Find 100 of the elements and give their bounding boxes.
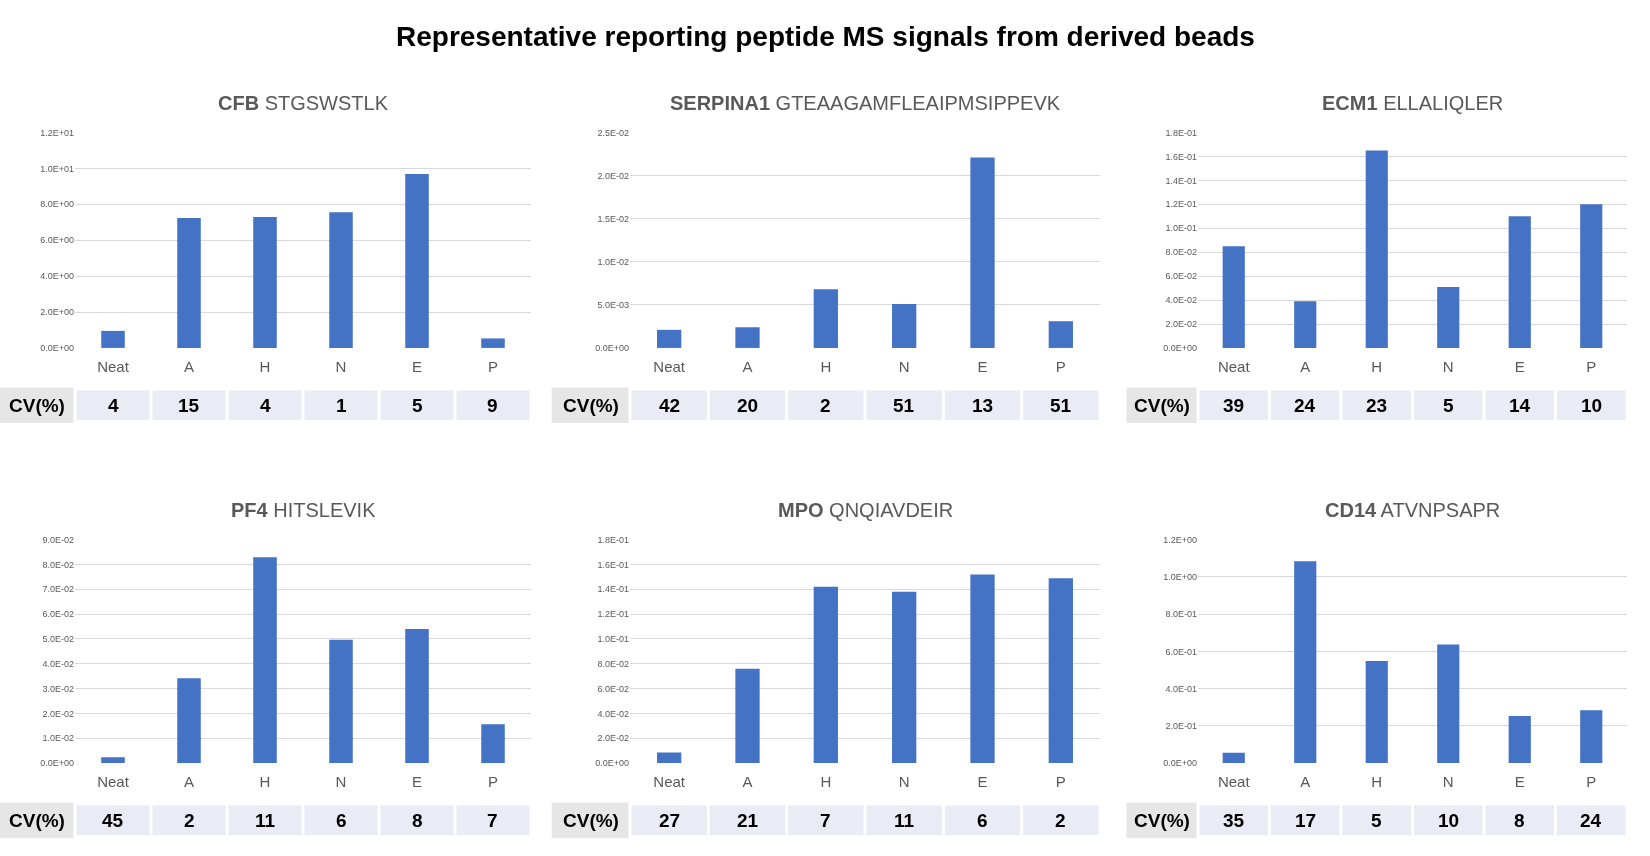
y-tick-label: 1.0E-01 [1165,223,1197,234]
bar [735,327,760,348]
bar [1508,715,1531,764]
text: Representative reporting peptide MS signals from derived beads [396,21,1255,52]
text: 4 [260,395,271,416]
text: CV(%) [9,395,65,416]
bar [1437,286,1460,348]
y-tick-label: 1.4E-01 [597,584,629,595]
y-tick-label: 1.2E-01 [1165,199,1197,210]
text: 6 [336,810,347,831]
y-tick-label: 4.0E-02 [42,658,74,669]
x-tick-label: N [898,773,910,791]
y-tick-label: 8.0E+00 [40,199,74,210]
text: 17 [1295,810,1317,831]
x-tick-label: A [183,357,195,375]
text: CV(%) [9,810,65,831]
text: CV(%) [1134,810,1190,831]
y-tick-label: 2.0E-02 [42,708,74,719]
bar [405,629,429,764]
x-tick-label: A [742,773,753,791]
bar [1048,321,1073,348]
bar [481,724,505,764]
y-tick-label: 6.0E+00 [40,235,74,246]
bar [1365,661,1388,764]
x-tick-label: H [1371,773,1383,791]
bar [405,173,429,348]
bar [1222,752,1245,764]
bar [1508,216,1531,348]
y-tick-label: 8.0E-02 [42,559,74,570]
y-tick-label: 1.2E+00 [1163,534,1197,545]
x-tick-label: E [1514,357,1525,375]
text: 51 [1050,395,1072,416]
text: 2 [184,810,195,831]
y-tick-label: 1.5E-02 [597,213,629,224]
y-tick-label: 9.0E-02 [42,534,74,545]
y-tick-label: 1.6E-01 [1165,151,1197,162]
text: 11 [894,810,915,831]
y-tick-label: 6.0E-02 [597,683,629,694]
chart-title: CD14 ATVNPSAPR [1325,499,1501,521]
text: 10 [1438,810,1460,831]
bar [101,330,125,348]
y-tick-label: 6.0E-01 [1165,646,1197,657]
bar [657,752,682,764]
x-tick-label: Neat [1217,773,1251,791]
text: 5 [1443,395,1454,416]
bar [177,217,201,348]
bar [329,212,353,348]
x-tick-label: Neat [653,357,686,375]
text: 6 [977,810,988,831]
y-tick-label: 1.0E-02 [597,256,629,267]
text: 20 [737,395,759,416]
text: 7 [820,810,831,831]
y-tick-label: 1.0E-02 [42,733,74,744]
text: 42 [659,395,681,416]
y-tick-label: 2.0E-02 [597,733,629,744]
bar [657,329,682,348]
bar [813,289,838,348]
y-tick-label: 6.0E-02 [42,609,74,620]
text: 1 [336,395,347,416]
y-tick-label: 0.0E+00 [1163,343,1197,354]
y-tick-label: 0.0E+00 [595,343,629,354]
y-tick-label: 0.0E+00 [40,343,74,354]
x-tick-label: N [1442,357,1454,375]
bar [892,303,917,348]
y-tick-label: 2.5E-02 [597,127,629,138]
x-tick-label: A [1300,773,1311,791]
bar [1294,561,1317,764]
text: 24 [1580,810,1602,831]
text: 11 [255,810,276,831]
y-tick-label: 8.0E-02 [597,658,629,669]
x-tick-label: E [411,773,423,791]
text: CV(%) [563,810,619,831]
x-tick-label: E [411,357,423,375]
x-tick-label: E [1514,773,1525,791]
x-tick-label: H [259,773,271,791]
text: 9 [487,395,498,416]
text: 5 [1371,810,1382,831]
bar [1048,578,1073,764]
bar [813,586,838,764]
y-tick-label: 4.0E-01 [1165,683,1197,694]
y-tick-label: 1.0E+00 [1163,572,1197,583]
bar [892,591,917,764]
text: 24 [1294,395,1316,416]
x-tick-label: P [1586,357,1597,375]
text: CV(%) [563,395,619,416]
bar [481,338,505,348]
x-tick-label: N [1442,773,1454,791]
bar [735,668,760,764]
y-tick-label: 1.6E-01 [597,559,629,570]
x-tick-label: E [977,357,988,375]
bar [970,157,995,348]
x-tick-label: E [977,773,988,791]
text: 35 [1223,810,1245,831]
x-tick-label: P [1586,773,1597,791]
x-tick-label: N [898,357,910,375]
text: 8 [412,810,423,831]
x-tick-label: A [1300,357,1311,375]
y-tick-label: 8.0E-02 [1165,247,1197,258]
text: 15 [178,395,200,416]
bar [253,557,277,764]
